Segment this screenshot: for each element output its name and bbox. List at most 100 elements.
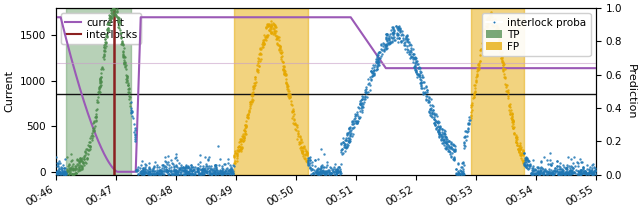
Point: [326, 171, 336, 174]
Point: [338, 136, 348, 140]
Point: [239, 128, 250, 131]
Point: [362, 82, 372, 86]
Point: [434, 127, 444, 130]
Point: [369, 71, 379, 75]
Point: [228, 171, 238, 174]
Point: [568, 161, 578, 165]
Point: [60, 167, 70, 170]
Point: [321, 170, 332, 173]
Point: [170, 157, 180, 160]
Point: [347, 123, 357, 126]
Point: [293, 129, 303, 133]
Point: [132, 169, 143, 173]
Point: [212, 171, 222, 174]
Point: [68, 162, 78, 166]
Point: [507, 112, 517, 115]
Point: [401, 38, 412, 41]
Point: [484, 17, 495, 21]
Point: [163, 166, 173, 170]
Point: [166, 170, 176, 173]
Point: [138, 166, 148, 170]
Point: [429, 117, 439, 120]
Point: [365, 69, 376, 72]
Point: [338, 141, 348, 144]
Point: [274, 43, 284, 46]
Point: [408, 52, 418, 55]
Point: [563, 173, 573, 176]
Point: [65, 172, 76, 175]
Point: [353, 105, 363, 108]
Point: [276, 50, 287, 53]
Point: [230, 159, 241, 162]
Point: [340, 149, 350, 152]
Point: [207, 169, 218, 172]
Point: [575, 157, 586, 160]
Point: [492, 24, 502, 27]
Point: [229, 155, 239, 159]
Point: [85, 147, 95, 150]
Point: [372, 62, 382, 65]
Point: [548, 172, 559, 175]
Point: [554, 173, 564, 176]
Point: [234, 148, 244, 152]
Point: [426, 103, 436, 107]
Point: [330, 166, 340, 169]
Point: [487, 23, 497, 26]
Point: [218, 171, 228, 174]
Point: [118, 56, 129, 59]
Point: [263, 33, 273, 37]
Point: [227, 167, 237, 171]
Point: [319, 152, 330, 155]
Point: [574, 170, 584, 173]
Point: [508, 126, 518, 129]
Point: [138, 170, 148, 174]
Point: [148, 169, 159, 172]
Point: [100, 42, 110, 46]
Point: [582, 167, 592, 171]
Point: [68, 167, 78, 170]
Point: [119, 56, 129, 59]
Point: [97, 67, 108, 70]
Point: [114, 26, 124, 29]
Point: [528, 158, 538, 161]
Point: [545, 171, 556, 174]
Point: [85, 145, 95, 149]
Point: [420, 85, 431, 89]
Point: [281, 80, 291, 84]
Point: [147, 173, 157, 176]
Point: [451, 173, 461, 176]
Point: [180, 169, 190, 173]
Point: [230, 152, 241, 155]
Point: [521, 155, 531, 158]
Point: [129, 131, 140, 134]
Point: [579, 171, 589, 174]
Point: [327, 168, 337, 172]
Point: [228, 163, 239, 166]
Point: [440, 135, 451, 138]
Point: [371, 68, 381, 71]
Point: [89, 126, 99, 129]
Point: [488, 20, 499, 23]
Point: [316, 166, 326, 170]
Point: [291, 124, 301, 127]
Point: [518, 149, 528, 152]
Point: [174, 166, 184, 169]
Point: [469, 95, 479, 98]
Point: [258, 40, 268, 44]
Point: [275, 51, 285, 55]
Point: [534, 172, 545, 176]
Point: [119, 62, 129, 65]
Point: [328, 171, 338, 174]
Point: [415, 71, 426, 75]
Point: [300, 147, 310, 151]
Bar: [66, 8, 131, 174]
Point: [552, 165, 562, 168]
Point: [355, 99, 365, 102]
Point: [232, 153, 243, 156]
Point: [447, 147, 457, 150]
Point: [202, 164, 212, 168]
Point: [156, 169, 166, 172]
Point: [202, 171, 212, 174]
Point: [323, 164, 333, 167]
Point: [494, 47, 504, 51]
